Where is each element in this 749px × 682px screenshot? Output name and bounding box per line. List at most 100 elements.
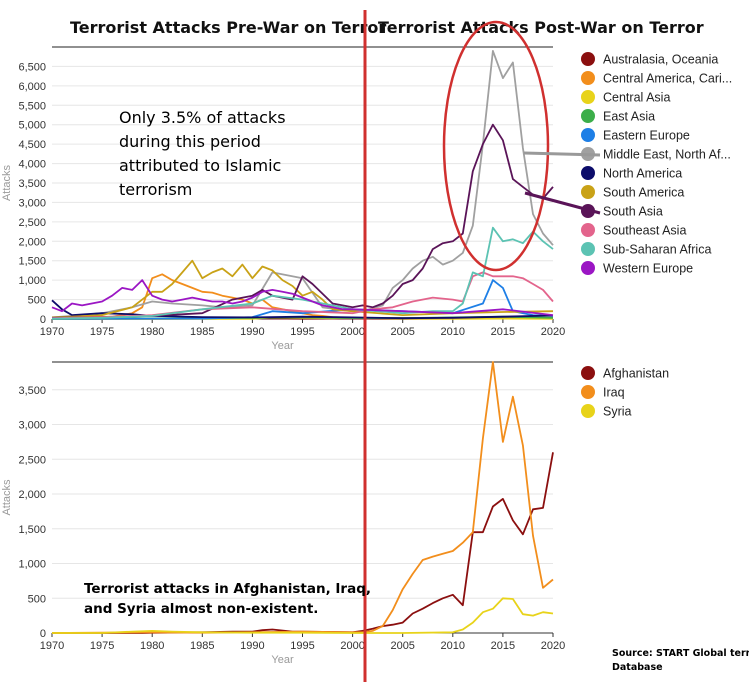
y-tick-label: 0 xyxy=(40,314,46,326)
x-tick-label: 2015 xyxy=(491,326,515,338)
left-header: Terrorist Attacks Pre-War on Terror xyxy=(70,18,386,37)
y-tick-label: 3,500 xyxy=(18,178,46,190)
legend-label: Middle East, North Af... xyxy=(603,148,731,162)
x-tick-label: 2020 xyxy=(541,326,565,338)
legend-marker xyxy=(581,166,595,180)
x-tick-label: 1970 xyxy=(40,640,64,652)
x-tick-label: 1985 xyxy=(190,326,214,338)
x-tick-label: 2005 xyxy=(390,326,414,338)
legend-label: Central Asia xyxy=(603,91,670,105)
legend-marker xyxy=(581,128,595,142)
y-tick-label: 3,500 xyxy=(18,385,46,397)
y-tick-label: 1,000 xyxy=(18,559,46,571)
x-tick-label: 1980 xyxy=(140,326,164,338)
y-tick-label: 5,500 xyxy=(18,100,46,112)
y-tick-label: 4,000 xyxy=(18,159,46,171)
y-tick-label: 500 xyxy=(28,593,46,605)
y-tick-label: 6,500 xyxy=(18,61,46,73)
x-tick-label: 1995 xyxy=(290,640,314,652)
legend-marker xyxy=(581,242,595,256)
series-line-5 xyxy=(51,50,554,319)
legend-label: Sub-Saharan Africa xyxy=(603,243,711,257)
y-tick-label: 2,000 xyxy=(18,489,46,501)
legend-label: South Asia xyxy=(603,205,663,219)
y-tick-label: 3,000 xyxy=(18,197,46,209)
y-tick-label: 500 xyxy=(28,295,46,307)
y-tick-label: 5,000 xyxy=(18,120,46,132)
legend-marker xyxy=(581,52,595,66)
y-tick-label: 6,000 xyxy=(18,81,46,93)
legend-label: Syria xyxy=(603,405,632,419)
legend-label: Iraq xyxy=(603,386,625,400)
x-tick-label: 1980 xyxy=(140,640,164,652)
x-tick-label: 1975 xyxy=(90,640,114,652)
top-annotation: Only 3.5% of attacks during this period … xyxy=(119,108,286,199)
x-tick-label: 2010 xyxy=(441,640,465,652)
right-header: Terrorist Attacks Post-War on Terror xyxy=(378,18,704,37)
bottom-chart: 0 500 1,000 1,500 2,000 2,500 3,000 3,500 1970 19… xyxy=(1,361,565,666)
legend-label: South America xyxy=(603,186,684,200)
y-tick-label: 1,500 xyxy=(18,256,46,268)
legend-marker xyxy=(581,385,595,399)
source-line-1: Source: START Global terrorism xyxy=(612,648,749,659)
top-note-line-2: during this period xyxy=(119,132,261,151)
source-line-2: Database xyxy=(612,662,663,673)
legend-label: Western Europe xyxy=(603,262,693,276)
y-tick-label: 3,000 xyxy=(18,420,46,432)
x-axis-label: Year xyxy=(271,340,294,352)
y-tick-label: 2,500 xyxy=(18,454,46,466)
middle-east-leader-line xyxy=(523,151,601,157)
legend-label: Australasia, Oceania xyxy=(603,53,718,67)
x-tick-label: 1995 xyxy=(290,326,314,338)
x-tick-label: 2000 xyxy=(340,640,364,652)
bottom-note-line-1: Terrorist attacks in Afghanistan, Iraq, xyxy=(84,581,371,597)
legend-marker xyxy=(581,71,595,85)
bottom-chart-legend: Afghanistan Iraq Syria xyxy=(581,366,669,419)
y-axis-label: Attacks xyxy=(1,479,13,516)
x-tick-label: 1990 xyxy=(240,640,264,652)
y-tick-label: 2,500 xyxy=(18,217,46,229)
series-line-9 xyxy=(51,271,554,320)
series-line-2 xyxy=(52,597,554,634)
legend-marker xyxy=(581,185,595,199)
legend-marker xyxy=(581,223,595,237)
bottom-annotation: Terrorist attacks in Afghanistan, Iraq, … xyxy=(84,581,371,617)
peak-highlight-ellipse xyxy=(442,20,550,272)
x-tick-label: 2015 xyxy=(491,640,515,652)
south-asia-leader-line xyxy=(524,191,601,215)
series-line-11 xyxy=(51,279,554,316)
legend-label: North America xyxy=(603,167,682,181)
x-tick-label: 1990 xyxy=(240,326,264,338)
top-chart: 0 500 1,000 1,500 2,000 2,500 3,000 3,500 4,000 4… xyxy=(1,46,565,352)
legend-label: East Asia xyxy=(603,110,655,124)
series-line-6 xyxy=(51,299,554,320)
x-tick-label: 2020 xyxy=(541,640,565,652)
x-axis-label: Year xyxy=(271,654,294,666)
y-tick-label: 0 xyxy=(40,628,46,640)
x-tick-label: 1975 xyxy=(90,326,114,338)
legend-marker xyxy=(581,261,595,275)
legend-marker xyxy=(581,366,595,380)
y-tick-label: 1,000 xyxy=(18,275,46,287)
y-tick-label: 2,000 xyxy=(18,236,46,248)
series-line-10 xyxy=(51,226,554,320)
top-note-line-1: Only 3.5% of attacks xyxy=(119,108,286,127)
source-note: Source: START Global terrorism Database xyxy=(612,648,749,673)
top-note-line-4: terrorism xyxy=(119,180,192,199)
x-tick-label: 2005 xyxy=(390,640,414,652)
bottom-note-line-2: and Syria almost non-existent. xyxy=(84,601,318,617)
y-axis-label: Attacks xyxy=(1,164,13,201)
legend-label: Afghanistan xyxy=(603,367,669,381)
legend-marker xyxy=(581,404,595,418)
x-tick-label: 2000 xyxy=(340,326,364,338)
x-tick-label: 2010 xyxy=(441,326,465,338)
x-tick-label: 1970 xyxy=(40,326,64,338)
top-note-line-3: attributed to Islamic xyxy=(119,156,281,175)
top-chart-legend: Australasia, Oceania Central America, Car… xyxy=(581,52,732,276)
series-line-7 xyxy=(51,259,554,319)
legend-label: Central America, Cari... xyxy=(603,72,732,86)
legend-label: Eastern Europe xyxy=(603,129,690,143)
legend-marker xyxy=(581,90,595,104)
y-tick-label: 1,500 xyxy=(18,524,46,536)
